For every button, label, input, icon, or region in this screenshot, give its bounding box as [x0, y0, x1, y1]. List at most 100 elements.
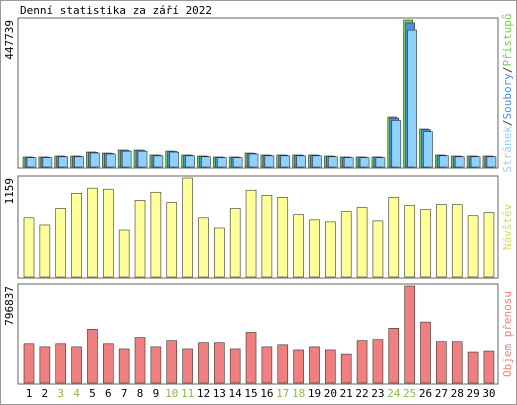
bar — [467, 351, 479, 384]
x-tick-label: 8 — [137, 387, 144, 400]
bar — [198, 217, 209, 278]
bar — [39, 346, 51, 384]
bar — [439, 155, 449, 168]
bar — [312, 155, 322, 168]
bar — [198, 342, 209, 384]
bar — [388, 197, 400, 278]
x-tick-label: 9 — [153, 387, 160, 400]
x-tick-label: 10 — [165, 387, 178, 400]
bar — [391, 120, 402, 168]
x-tick-label: 11 — [181, 387, 194, 400]
bar — [420, 209, 431, 278]
bar — [118, 229, 130, 278]
bar — [483, 350, 495, 384]
bar — [470, 156, 481, 168]
x-tick-label: 16 — [260, 387, 273, 400]
bar — [87, 329, 98, 384]
bar — [214, 342, 225, 384]
bar — [404, 285, 415, 384]
bar — [229, 348, 241, 384]
x-tick-label: 3 — [57, 387, 64, 400]
bar — [118, 348, 130, 384]
bar — [150, 346, 162, 384]
legend-separator: / — [501, 67, 514, 74]
legend: Objem přenosu — [501, 291, 514, 377]
bar — [134, 200, 146, 278]
y-tick-label: 1159 — [3, 178, 16, 205]
y-tick-label: 796837 — [3, 286, 16, 326]
bar — [454, 156, 465, 168]
x-tick-label: 4 — [73, 387, 80, 400]
bar — [404, 205, 415, 278]
bar — [423, 131, 433, 168]
bar — [293, 349, 304, 384]
x-tick-label: 7 — [121, 387, 128, 400]
bar — [388, 328, 400, 384]
bar — [325, 221, 336, 278]
bar — [343, 157, 354, 168]
x-tick-label: 27 — [435, 387, 448, 400]
legend-entry: Objem přenosu — [501, 291, 514, 377]
bar — [153, 155, 164, 168]
x-tick-label: 21 — [340, 387, 353, 400]
bar — [261, 195, 273, 278]
bar — [55, 208, 67, 278]
bar — [375, 157, 386, 168]
legend-entry: Přístupů — [501, 14, 514, 67]
x-tick-label: 23 — [371, 387, 384, 400]
bar — [90, 152, 100, 168]
bar — [436, 204, 447, 278]
bar — [74, 156, 84, 168]
bar — [214, 227, 225, 278]
bar — [58, 156, 69, 168]
bar — [71, 346, 82, 384]
x-tick-label: 15 — [244, 387, 257, 400]
legend-entry: Návštěv — [501, 203, 514, 250]
bar — [264, 155, 275, 168]
x-tick-label: 5 — [89, 387, 96, 400]
bar — [71, 192, 82, 278]
y-tick-label: 447739 — [3, 20, 16, 60]
x-tick-label: 17 — [276, 387, 289, 400]
x-tick-label: 6 — [105, 387, 112, 400]
bar — [166, 202, 178, 278]
x-tick-label: 24 — [387, 387, 401, 400]
bar — [232, 157, 243, 168]
chart-title: Denní statistika za září 2022 — [20, 4, 212, 17]
legend-entry: Soubory — [501, 73, 514, 120]
bar — [201, 156, 211, 168]
x-tick-label: 14 — [229, 387, 243, 400]
legend-entry: Stránek — [501, 126, 514, 173]
panel-frame — [17, 17, 499, 169]
bar — [372, 339, 384, 384]
bar — [407, 29, 417, 168]
bar — [261, 346, 273, 384]
bar — [328, 156, 338, 168]
bar — [106, 153, 116, 168]
x-tick-label: 13 — [213, 387, 226, 400]
bar — [245, 189, 257, 278]
bar — [55, 343, 67, 384]
bar — [182, 177, 193, 278]
bar — [340, 353, 352, 384]
x-tick-label: 18 — [292, 387, 305, 400]
bar — [42, 157, 53, 168]
x-tick-label: 12 — [197, 387, 210, 400]
bar — [356, 340, 368, 384]
bar — [420, 321, 431, 384]
bar — [309, 219, 320, 278]
legend: Stránek/Soubory/Přístupů — [501, 14, 514, 173]
bar — [23, 343, 35, 384]
bar — [134, 337, 146, 384]
bar — [467, 215, 479, 278]
bar — [296, 155, 306, 168]
x-tick-label: 20 — [324, 387, 337, 400]
x-tick-label: 2 — [42, 387, 49, 400]
bar — [486, 156, 497, 168]
bar — [248, 153, 259, 168]
x-tick-label: 1 — [26, 387, 33, 400]
bar — [121, 150, 132, 168]
bar — [23, 217, 35, 278]
legend-separator: / — [501, 119, 514, 126]
